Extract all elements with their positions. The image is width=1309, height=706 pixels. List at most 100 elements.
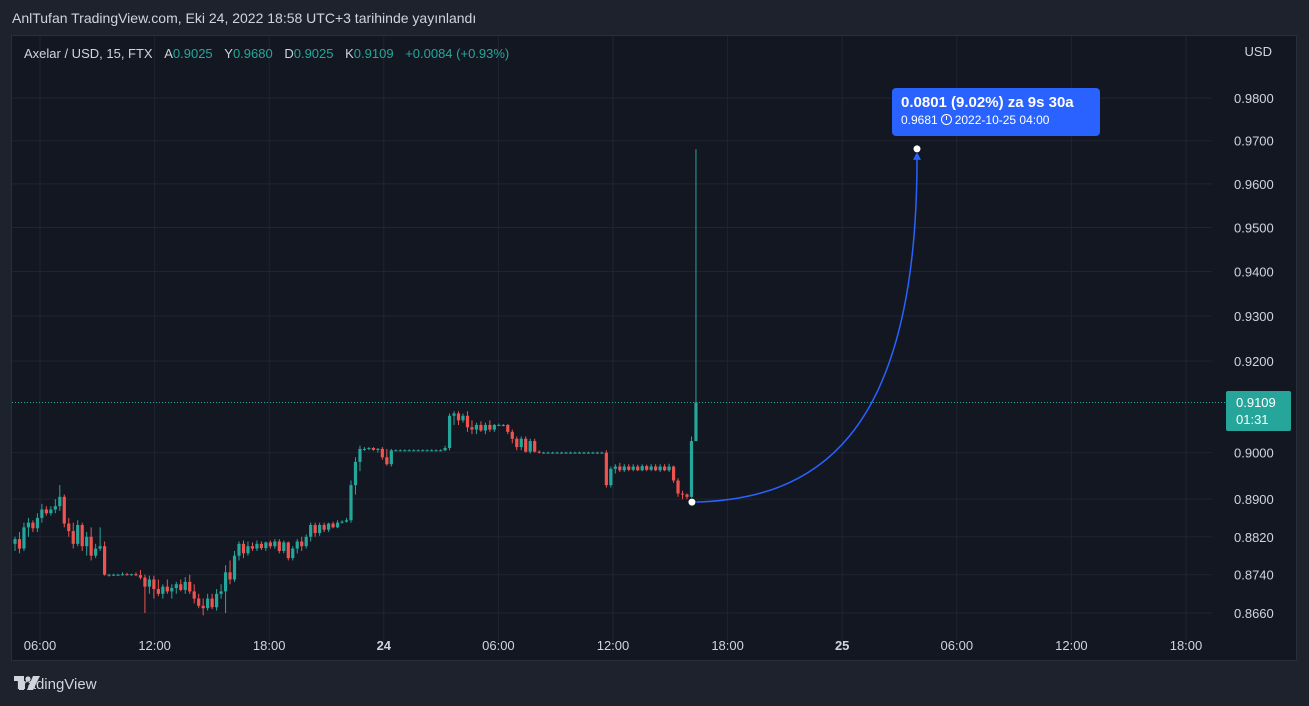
candle-up <box>528 441 532 452</box>
candle-up <box>349 485 353 521</box>
candle-up <box>170 588 174 592</box>
candle-up <box>291 548 295 559</box>
candle-down <box>685 494 689 497</box>
candle-up <box>116 574 120 576</box>
candle-up <box>461 415 465 421</box>
measure-arrow-path <box>691 158 918 503</box>
candle-down <box>44 509 48 514</box>
change-value: +0.0084 (+0.93%) <box>405 46 510 61</box>
candle-down <box>627 466 631 470</box>
candle-down <box>533 441 537 452</box>
measure-target-time: 2022-10-25 04:00 <box>954 113 1050 127</box>
candle-up <box>667 466 671 471</box>
candle-up <box>546 452 550 454</box>
symbol-legend: Axelar / USD, 15, FTX A0.9025 Y0.9680 D0… <box>24 46 509 61</box>
measure-end-point <box>912 144 922 154</box>
candle-down <box>645 466 649 470</box>
candle-up <box>407 450 411 452</box>
measure-arrow-head <box>913 151 921 160</box>
time-tick-label: 12:00 <box>597 638 630 653</box>
candle-down <box>510 431 514 439</box>
candle-down <box>67 523 71 532</box>
close-label: K <box>345 46 354 61</box>
candle-down <box>636 466 640 471</box>
candle-up <box>421 450 425 452</box>
measure-target: 0.9681 2022-10-25 04:00 <box>901 112 1100 129</box>
candle-up <box>631 466 635 470</box>
candle-up <box>564 452 568 454</box>
candle-up <box>304 536 308 547</box>
price-tick-label: 0.8900 <box>1234 492 1274 507</box>
candle-down <box>138 575 143 578</box>
close-value: 0.9109 <box>353 46 394 61</box>
candle-down <box>62 496 66 524</box>
candle-up <box>282 542 286 551</box>
candle-up <box>555 452 559 454</box>
measure-change: 0.0801 (9.02%) za 9s 30a <box>901 94 1074 111</box>
price-tick-label: 0.8660 <box>1234 606 1274 621</box>
price-tick-label: 0.9300 <box>1234 309 1274 324</box>
candlestick-chart[interactable]: 0.9800 0.9700 0.9600 0.9500 0.9400 0.9300 0.92… <box>12 36 1297 661</box>
candle-up <box>147 579 151 587</box>
candle-up <box>13 539 17 544</box>
candle-down <box>80 524 84 547</box>
candle-up <box>640 466 644 471</box>
footer-brand[interactable]: TradingView <box>14 676 97 693</box>
candle-up <box>430 450 434 452</box>
candle-up <box>551 452 555 454</box>
price-tick-label: 0.9400 <box>1234 265 1274 280</box>
last-price-tag: 0.9109 01:31 <box>1226 391 1291 431</box>
candle-up <box>98 546 102 549</box>
candle-down <box>515 438 519 448</box>
candle-up <box>568 452 573 454</box>
candle-up <box>412 450 416 452</box>
candle-down <box>134 574 138 576</box>
time-tick-label: 12:00 <box>138 638 171 653</box>
candle-down <box>228 572 232 580</box>
candle-down <box>488 424 492 430</box>
candle-up <box>542 452 546 454</box>
candle-up <box>53 506 57 510</box>
candle-up <box>26 522 31 528</box>
candle-up <box>416 450 420 452</box>
candle-down <box>537 451 541 453</box>
candle-up <box>492 424 496 430</box>
candle-up <box>215 593 219 608</box>
grid-lines <box>12 36 1212 642</box>
price-tick-label: 0.9700 <box>1234 134 1274 149</box>
candle-down <box>152 579 156 590</box>
candle-down <box>506 424 510 432</box>
candle-up <box>367 448 371 450</box>
candle-up <box>403 450 407 452</box>
candle-up <box>577 452 582 454</box>
chart-pane[interactable]: 0.9800 0.9700 0.9600 0.9500 0.9400 0.9300 0.92… <box>11 35 1297 661</box>
candle-up <box>434 450 438 452</box>
candle-up <box>559 452 564 454</box>
candle-up <box>340 521 344 523</box>
candle-down <box>380 448 384 458</box>
candle-up <box>425 450 429 452</box>
candle-up <box>483 424 487 431</box>
candle-up <box>358 448 362 462</box>
candle-up <box>443 448 447 451</box>
candle-down <box>286 542 290 559</box>
currency-label[interactable]: USD <box>1244 44 1272 59</box>
candle-down <box>671 466 676 481</box>
candle-up <box>501 424 505 426</box>
candle-up <box>582 452 586 454</box>
price-tick-label: 0.9800 <box>1234 91 1274 106</box>
time-tick-label: 06:00 <box>941 638 974 653</box>
candle-up <box>206 598 210 609</box>
measure-tooltip[interactable]: 0.0801 (9.02%) za 9s 30a 0.9681 2022-10-2… <box>892 88 1100 136</box>
candle-up <box>622 466 626 471</box>
candle-up <box>439 450 443 452</box>
candle-down <box>89 536 93 556</box>
candle-up <box>40 509 44 518</box>
last-price-value: 0.9109 <box>1236 395 1276 410</box>
price-axis: 0.9800 0.9700 0.9600 0.9500 0.9400 0.9300 0.92… <box>1234 91 1274 621</box>
candle-down <box>465 415 470 428</box>
candle-down <box>604 452 608 486</box>
candle-up <box>573 452 577 454</box>
candle-up <box>94 548 98 556</box>
time-tick-label: 18:00 <box>711 638 744 653</box>
